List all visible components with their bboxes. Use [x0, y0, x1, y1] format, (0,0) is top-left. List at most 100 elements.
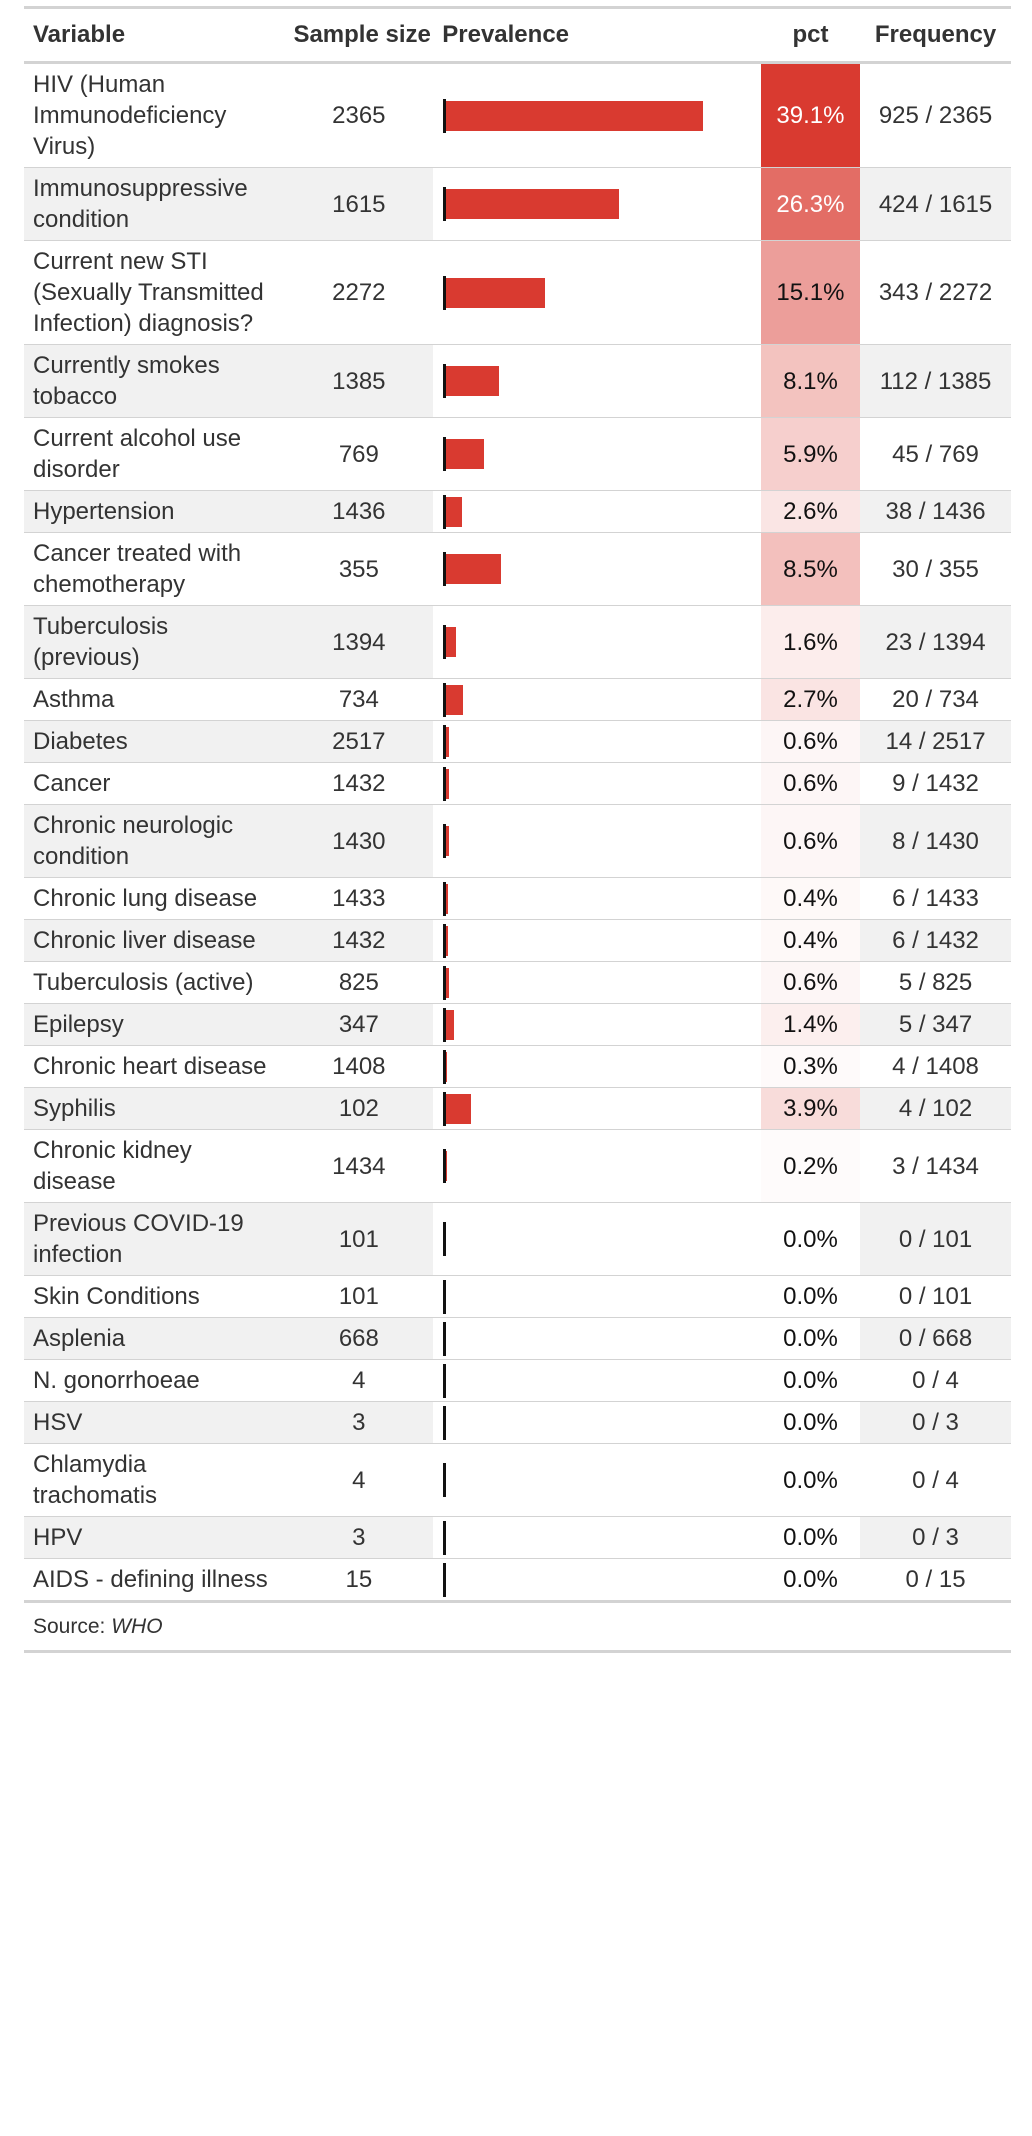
cell-prevalence — [433, 805, 761, 878]
bar-baseline — [443, 187, 447, 221]
cell-pct: 0.6% — [760, 961, 861, 1004]
table-row: Asthma 734 2.7% 20 / 734 — [24, 678, 1011, 721]
cell-prevalence — [433, 1130, 761, 1203]
bar-baseline — [443, 1321, 447, 1356]
header-sample-size[interactable]: Sample size — [293, 21, 431, 48]
cell-sample-size: 1432 — [332, 770, 386, 797]
bar-baseline — [443, 494, 447, 529]
cell-sample-size: 1436 — [284, 490, 434, 533]
cell-frequency: 23 / 1394 — [860, 605, 1011, 679]
cell-pct: 0.0% — [760, 1359, 861, 1402]
cell-frequency: 112 / 1385 — [860, 344, 1011, 418]
cell-variable: Syphilis — [24, 1087, 285, 1130]
cell-frequency: 5 / 347 — [860, 1003, 1011, 1046]
cell-prevalence — [433, 606, 761, 679]
table-row: Chlamydia trachomatis 4 0.0% 0 / 4 — [24, 1443, 1011, 1517]
table-row: HIV (Human Immunodeficiency Virus) 2365 39… — [24, 62, 1011, 168]
cell-pct: 0.0% — [760, 1317, 861, 1360]
source-note: Source: WHO — [24, 1600, 1011, 1653]
table-row: Chronic heart disease 1408 0.3% 4 / 1408 — [24, 1045, 1011, 1088]
cell-pct: 2.6% — [760, 490, 861, 533]
cell-prevalence — [433, 1402, 761, 1444]
bar-baseline — [443, 1091, 447, 1126]
cell-pct: 0.2% — [760, 1129, 861, 1203]
prevalence-table-container: Variable Sample size Prevalence pct Freq… — [24, 6, 1011, 1653]
cell-variable: Cancer — [33, 770, 111, 797]
cell-variable: Hypertension — [24, 490, 285, 533]
cell-sample-size: 1430 — [284, 804, 434, 878]
table-row: Hypertension 1436 2.6% 38 / 1436 — [24, 490, 1011, 533]
cell-variable: Skin Conditions — [33, 1283, 200, 1310]
cell-prevalence — [433, 241, 761, 345]
cell-sample-size: 3 — [284, 1401, 434, 1444]
header-frequency[interactable]: Frequency — [874, 21, 997, 48]
cell-pct: 8.5% — [760, 532, 861, 606]
table-row: Chronic liver disease 1432 0.4% 6 / 1432 — [24, 919, 1011, 962]
cell-pct: 26.3% — [760, 167, 861, 241]
cell-prevalence — [433, 418, 761, 491]
cell-pct: 2.7% — [760, 678, 861, 721]
prevalence-bar — [445, 554, 502, 584]
table-row: Currently smokes tobacco 1385 8.1% 112 / 13… — [24, 344, 1011, 418]
table-row: Tuberculosis (active) 825 0.6% 5 / 825 — [24, 961, 1011, 1004]
header-prevalence[interactable]: Prevalence — [442, 21, 570, 48]
cell-sample-size: 3 — [284, 1516, 434, 1559]
source-row: Source: WHO — [24, 1600, 1011, 1653]
cell-prevalence — [433, 1517, 761, 1559]
header-pct[interactable]: pct — [792, 21, 829, 48]
cell-variable: HSV — [24, 1401, 285, 1444]
cell-variable: N. gonorrhoeae — [33, 1367, 200, 1394]
cell-prevalence — [433, 1004, 761, 1046]
cell-sample-size: 102 — [284, 1087, 434, 1130]
cell-variable: Chlamydia trachomatis — [33, 1451, 158, 1509]
table-row: Immunosuppressive condition 1615 26.3% 424 … — [24, 167, 1011, 241]
cell-variable: Chronic heart disease — [33, 1053, 267, 1080]
cell-sample-size: 769 — [338, 440, 379, 468]
bar-baseline — [443, 965, 447, 1000]
bar-baseline — [443, 724, 447, 759]
prevalence-bar — [445, 768, 450, 799]
cell-frequency: 9 / 1432 — [892, 770, 979, 797]
cell-sample-size: 1615 — [284, 167, 434, 241]
cell-variable: Chronic liver disease — [24, 919, 285, 962]
cell-sample-size: 347 — [284, 1003, 434, 1046]
cell-prevalence — [433, 345, 761, 418]
cell-prevalence — [433, 721, 761, 763]
cell-sample-size: 101 — [338, 1283, 379, 1310]
table-row: Epilepsy 347 1.4% 5 / 347 — [24, 1003, 1011, 1046]
cell-variable: Asplenia — [24, 1317, 285, 1360]
table-row: Chronic lung disease 1433 0.4% 6 / 1433 — [24, 877, 1011, 920]
cell-frequency: 5 / 825 — [898, 969, 973, 996]
cell-variable: Previous COVID-19 infection — [24, 1202, 285, 1276]
cell-prevalence — [433, 679, 761, 721]
bar-baseline — [443, 275, 447, 310]
bar-baseline — [443, 1222, 447, 1256]
cell-variable: Chronic kidney disease — [33, 1137, 192, 1195]
prevalence-bar — [445, 925, 448, 956]
cell-frequency: 0 / 668 — [860, 1317, 1011, 1360]
cell-sample-size: 1408 — [332, 1053, 386, 1080]
cell-prevalence — [433, 1360, 761, 1402]
prevalence-bar — [445, 967, 450, 998]
cell-sample-size: 1385 — [284, 344, 434, 418]
cell-pct: 0.6% — [760, 720, 861, 763]
cell-frequency: 925 / 2365 — [878, 102, 993, 129]
bar-baseline — [443, 1562, 447, 1597]
source-value: WHO — [111, 1615, 163, 1638]
cell-pct: 0.0% — [760, 1202, 861, 1276]
table-row: Cancer treated with chemotherapy 355 8.5% 3… — [24, 532, 1011, 606]
table-row: HSV 3 0.0% 0 / 3 — [24, 1401, 1011, 1444]
cell-frequency: 4 / 102 — [860, 1087, 1011, 1130]
cell-frequency: 45 / 769 — [892, 440, 979, 468]
bar-baseline — [443, 766, 447, 801]
cell-frequency: 6 / 1433 — [892, 885, 979, 912]
bar-baseline — [443, 682, 447, 717]
prevalence-bar — [445, 277, 545, 308]
table-row: Diabetes 2517 0.6% 14 / 2517 — [24, 720, 1011, 763]
cell-frequency: 424 / 1615 — [860, 167, 1011, 241]
cell-sample-size: 1433 — [332, 885, 386, 912]
cell-prevalence — [433, 878, 761, 920]
header-variable[interactable]: Variable — [33, 21, 126, 48]
cell-sample-size: 668 — [284, 1317, 434, 1360]
cell-frequency: 6 / 1432 — [860, 919, 1011, 962]
